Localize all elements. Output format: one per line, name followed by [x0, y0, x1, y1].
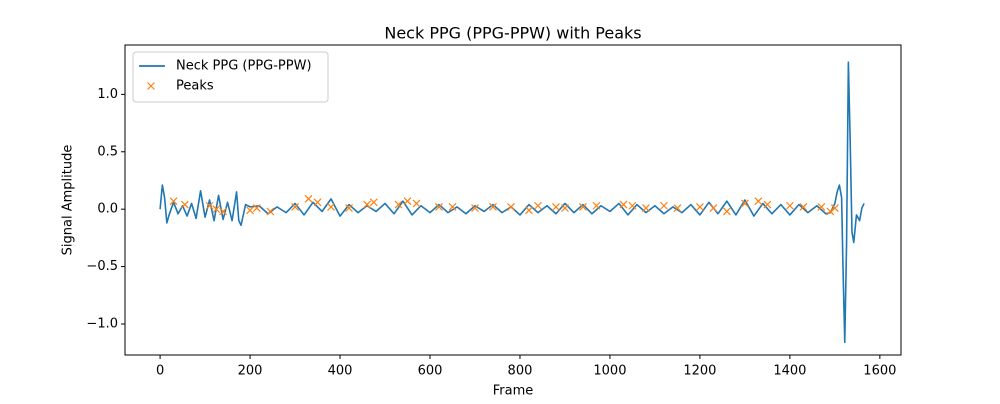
- peak-marker: [369, 198, 378, 207]
- peak-marker: [394, 200, 403, 209]
- peak-marker: [561, 204, 569, 212]
- peak-marker: [826, 207, 835, 216]
- legend-marker: [147, 82, 155, 90]
- y-tick-label: 1.0: [97, 87, 118, 102]
- peak-marker: [830, 204, 839, 212]
- x-tick-label: 400: [328, 364, 353, 379]
- peak-marker: [363, 200, 371, 209]
- peak-marker: [169, 197, 178, 206]
- peak-marker: [642, 204, 650, 212]
- peak-marker: [327, 202, 335, 211]
- y-tick-label: −1.0: [86, 317, 118, 332]
- peak-marker: [785, 201, 794, 210]
- peak-marker: [345, 204, 353, 212]
- peak-marker: [799, 202, 808, 211]
- x-tick-label: 800: [508, 364, 533, 379]
- peak-marker: [709, 204, 718, 212]
- signal-line: [159, 61, 865, 344]
- x-tick-label: 0: [156, 364, 164, 379]
- peak-marker: [525, 206, 533, 215]
- x-tick-label: 200: [238, 364, 263, 379]
- peak-marker: [313, 198, 322, 207]
- peak-marker: [448, 202, 457, 211]
- peak-marker: [471, 204, 479, 212]
- x-tick-label: 1400: [773, 364, 806, 379]
- peak-marker: [291, 202, 299, 211]
- peak-marker: [489, 202, 497, 211]
- peak-marker: [619, 200, 628, 209]
- legend-label: Peaks: [176, 79, 214, 94]
- y-axis-label: Signal Amplitude: [61, 145, 76, 256]
- peak-marker: [763, 200, 772, 209]
- peak-marker: [592, 201, 601, 210]
- peak-marker: [628, 201, 637, 210]
- peak-marker: [219, 207, 227, 216]
- peak-marker: [246, 206, 254, 215]
- chart-title: Neck PPG (PPG-PPW) with Peaks: [384, 24, 641, 43]
- peak-marker: [740, 199, 749, 208]
- peak-marker: [180, 200, 189, 209]
- peak-marker: [722, 207, 731, 216]
- peak-marker: [754, 197, 763, 206]
- legend-box: [132, 51, 329, 103]
- peak-marker: [660, 201, 668, 210]
- peak-marker: [252, 204, 261, 212]
- peak-marker: [304, 194, 313, 203]
- y-tick-label: −0.5: [86, 259, 118, 274]
- peak-marker: [412, 199, 421, 208]
- peak-marker: [266, 207, 275, 216]
- peak-marker: [403, 197, 412, 206]
- y-tick-label: 0.0: [97, 202, 118, 217]
- x-tick-label: 1000: [593, 364, 626, 379]
- axes-frame: [124, 44, 902, 356]
- x-tick-label: 600: [418, 364, 443, 379]
- legend-label: Neck PPG (PPG-PPW): [176, 59, 312, 74]
- peak-marker: [205, 201, 214, 210]
- peak-marker: [817, 202, 826, 211]
- peak-marker: [212, 205, 221, 214]
- peak-marker: [673, 204, 682, 212]
- x-tick-label: 1600: [863, 364, 896, 379]
- peak-marker: [552, 202, 560, 211]
- peak-marker: [507, 202, 515, 211]
- y-tick-label: 0.5: [97, 144, 118, 159]
- peak-marker: [695, 202, 704, 211]
- peak-marker: [534, 201, 542, 210]
- peak-marker: [579, 202, 587, 211]
- x-axis-label: Frame: [493, 384, 534, 399]
- peak-marker: [435, 202, 443, 211]
- x-tick-label: 1200: [683, 364, 716, 379]
